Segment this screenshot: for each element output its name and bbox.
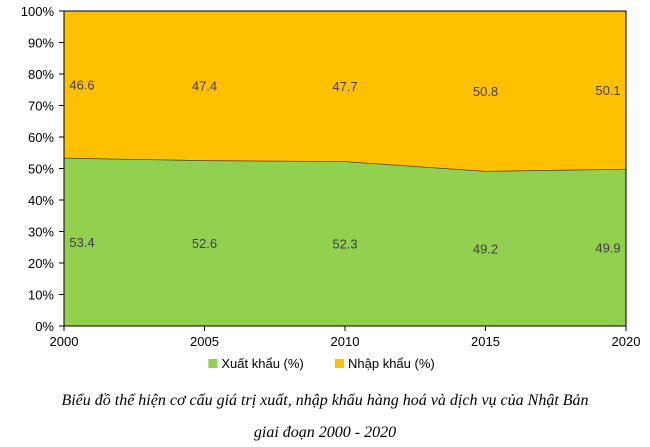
chart-caption-line1: Biểu đồ thể hiện cơ cấu giá trị xuất, nh…	[61, 392, 589, 409]
data-label: 46.6	[69, 77, 94, 92]
y-tick-label: 30%	[28, 225, 54, 240]
legend-swatch-1	[335, 359, 344, 368]
y-tick-label: 10%	[28, 288, 54, 303]
y-axis-ticks: 0% 10% 20% 30% 40% 50% 60% 70% 80% 90% 100%	[21, 4, 64, 334]
y-tick-label: 60%	[28, 130, 54, 145]
y-tick-label: 100%	[21, 4, 55, 19]
data-label: 47.7	[332, 79, 357, 94]
y-tick-label: 90%	[28, 36, 54, 51]
y-tick-label: 40%	[28, 193, 54, 208]
y-tick-label: 70%	[28, 99, 54, 114]
area-series-0	[64, 157, 626, 326]
x-tick-label: 2005	[190, 334, 219, 349]
x-axis-ticks: 2000 2005 2010 2015 2020	[50, 326, 641, 349]
chart-caption-line2: giai đoạn 2000 - 2020	[253, 424, 397, 441]
x-tick-label: 2000	[50, 334, 79, 349]
data-labels: 53.4 52.6 52.3 49.2 49.9 46.6 47.4 47.7 50.8 50.1	[69, 77, 620, 256]
data-label: 50.8	[473, 84, 498, 99]
x-tick-label: 2010	[331, 334, 360, 349]
legend-label-1: Nhập khẩu (%)	[348, 356, 435, 371]
y-tick-label: 0%	[35, 319, 54, 334]
y-tick-label: 80%	[28, 67, 54, 82]
data-label: 50.1	[595, 83, 620, 98]
data-label: 47.4	[192, 79, 217, 94]
area-series-1	[64, 11, 626, 172]
chart: 53.4 52.6 52.3 49.2 49.9 46.6 47.4 47.7 50.8 50.1…	[21, 4, 641, 371]
y-tick-label: 20%	[28, 256, 54, 271]
data-label: 53.4	[69, 235, 94, 250]
data-label: 52.3	[332, 237, 357, 252]
y-tick-label: 50%	[28, 162, 54, 177]
data-label: 49.9	[595, 240, 620, 255]
data-label: 52.6	[192, 236, 217, 251]
data-label: 49.2	[473, 242, 498, 257]
x-tick-label: 2020	[612, 334, 641, 349]
legend: Xuất khẩu (%) Nhập khẩu (%)	[208, 356, 435, 371]
plot-areas	[63, 11, 627, 326]
legend-label-0: Xuất khẩu (%)	[221, 356, 303, 371]
x-tick-label: 2015	[471, 334, 500, 349]
legend-swatch-0	[208, 359, 218, 368]
